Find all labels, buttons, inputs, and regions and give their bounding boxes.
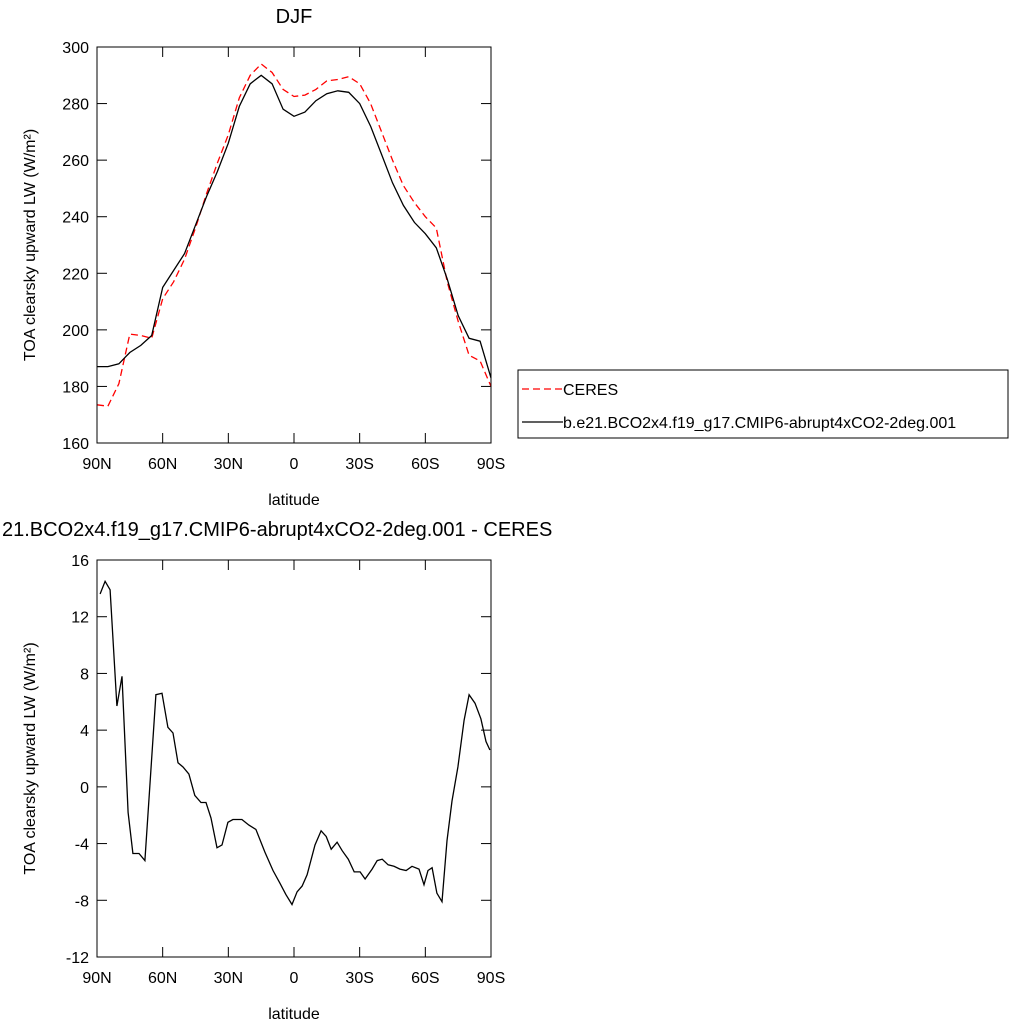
plot-frame <box>96 46 492 444</box>
data-line <box>97 74 492 379</box>
y-tick-label: -4 <box>75 837 89 854</box>
x-tick-label: 60S <box>411 456 439 473</box>
x-tick-label: 30N <box>214 970 243 987</box>
y-tick-label: 16 <box>71 553 89 570</box>
y-tick-label: 260 <box>62 153 89 170</box>
y-tick-label: 180 <box>62 379 89 396</box>
y-tick-label: 12 <box>71 610 89 627</box>
y-tick-label: 200 <box>62 323 89 340</box>
y-tick-label: -8 <box>75 893 89 910</box>
x-tick-label: 30S <box>345 456 373 473</box>
data-line <box>96 63 492 407</box>
x-tick-label: 60N <box>148 456 177 473</box>
y-tick-label: 280 <box>62 97 89 114</box>
x-axis-label: latitude <box>268 492 320 509</box>
legend-label: CERES <box>563 382 618 399</box>
legend: CERES b.e21.BCO2x4.f19_g17.CMIP6-abrupt4x… <box>517 369 1009 439</box>
y-tick-label: 4 <box>80 723 89 740</box>
x-tick-label: 0 <box>290 970 299 987</box>
y-tick-label: 300 <box>62 40 89 57</box>
legend-label: b.e21.BCO2x4.f19_g17.CMIP6-abrupt4xCO2-2… <box>563 415 956 432</box>
plot-frame <box>96 559 492 958</box>
data-line <box>99 579 491 906</box>
y-tick-label: 0 <box>80 780 89 797</box>
x-tick-label: 60S <box>411 970 439 987</box>
y-tick-label: 160 <box>62 436 89 453</box>
y-axis-label: TOA clearsky upward LW (W/m²) <box>22 129 39 361</box>
x-tick-label: 90N <box>82 970 111 987</box>
y-tick-label: 220 <box>62 266 89 283</box>
x-tick-label: 60N <box>148 970 177 987</box>
y-tick-label: -12 <box>66 950 89 967</box>
x-axis-label: latitude <box>268 1006 320 1023</box>
chart-title: 21.BCO2x4.f19_g17.CMIP6-abrupt4xCO2-2deg… <box>2 519 552 541</box>
y-axis-label: TOA clearsky upward LW (W/m²) <box>22 642 39 874</box>
y-tick-label: 8 <box>80 666 89 683</box>
x-tick-label: 90S <box>477 970 505 987</box>
x-tick-label: 30N <box>214 456 243 473</box>
y-tick-label: 240 <box>62 210 89 227</box>
x-tick-label: 30S <box>345 970 373 987</box>
x-tick-label: 90S <box>477 456 505 473</box>
chart-title: DJF <box>276 6 313 28</box>
x-tick-label: 0 <box>290 456 299 473</box>
x-tick-label: 90N <box>82 456 111 473</box>
legend-box <box>517 369 1009 439</box>
